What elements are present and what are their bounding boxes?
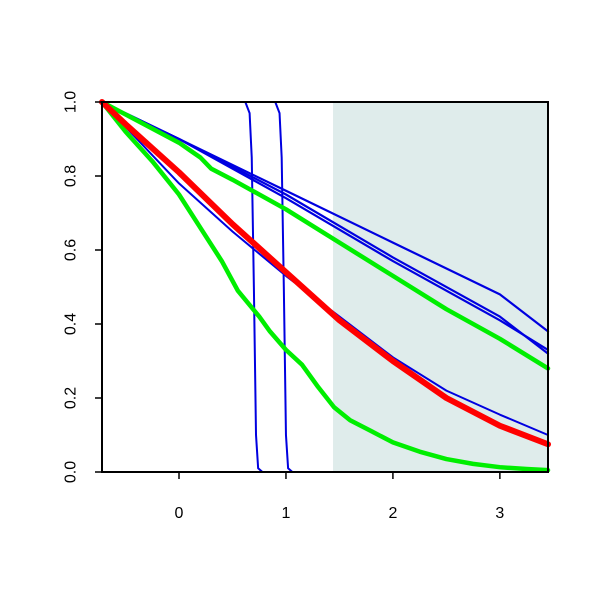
x-tick-label: 0 [175, 505, 184, 522]
x-tick-label: 3 [495, 505, 504, 522]
series-line-3 [100, 100, 550, 351]
series-line-9 [99, 99, 551, 448]
y-tick-label: 1.0 [63, 91, 80, 113]
y-tick-label: 0.8 [63, 165, 80, 187]
series-line-7 [99, 99, 551, 371]
y-tick-label: 0.2 [63, 387, 80, 409]
plot-frame [101, 101, 549, 473]
y-tick-label: 0.6 [63, 239, 80, 261]
y-tick-label: 0.4 [63, 313, 80, 335]
series-line-5 [101, 101, 549, 473]
x-tick-label: 1 [282, 505, 291, 522]
y-tick-label: 0.0 [63, 461, 80, 483]
series-line-6 [101, 101, 549, 473]
series-line-8 [99, 99, 551, 473]
x-tick-label: 2 [388, 505, 397, 522]
